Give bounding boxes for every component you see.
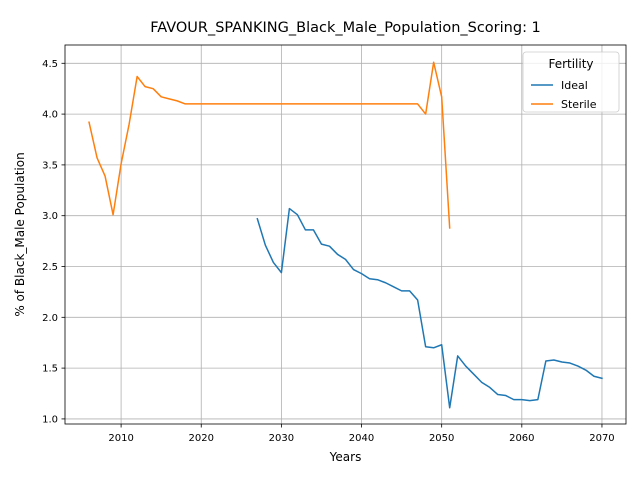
y-tick-label: 1.0 [42, 414, 58, 425]
x-tick-label: 2060 [509, 433, 534, 444]
x-tick-label: 2030 [269, 433, 294, 444]
y-tick-label: 2.5 [42, 262, 58, 273]
legend-entries: Ideal Sterile [531, 79, 597, 111]
y-tick-label: 4.5 [42, 59, 58, 70]
plot-frame [64, 44, 627, 425]
y-tick-label: 4.0 [42, 110, 58, 121]
series-layer [88, 61, 603, 409]
x-tick-label: 2050 [429, 433, 454, 444]
x-tick-label: 2040 [349, 433, 374, 444]
x-axis-label: Years [329, 450, 362, 464]
legend-label-sterile: Sterile [561, 98, 597, 111]
y-tick-label: 1.5 [42, 364, 58, 375]
y-tick-label: 3.5 [42, 160, 58, 171]
x-tick-label: 2020 [189, 433, 214, 444]
series-line-sterile [88, 61, 451, 229]
chart-title: FAVOUR_SPANKING_Black_Male_Population_Sc… [150, 20, 541, 36]
legend-label-ideal: Ideal [561, 79, 588, 92]
x-tick-label: 2010 [108, 433, 133, 444]
series-line-ideal [256, 207, 603, 409]
x-tick-label: 2070 [589, 433, 614, 444]
y-axis-label: % of Black_Male Population [13, 152, 27, 316]
tick-layer: 2010 2020 2030 2040 2050 2060 2070 1.0 1.5 2.0 2.5… [42, 59, 615, 444]
legend-title: Fertility [548, 57, 593, 71]
legend-box [522, 51, 620, 113]
grid-layer [65, 45, 626, 424]
y-tick-label: 2.0 [42, 313, 58, 324]
y-tick-label: 3.0 [42, 211, 58, 222]
legend: Fertility Ideal Sterile [522, 51, 620, 113]
